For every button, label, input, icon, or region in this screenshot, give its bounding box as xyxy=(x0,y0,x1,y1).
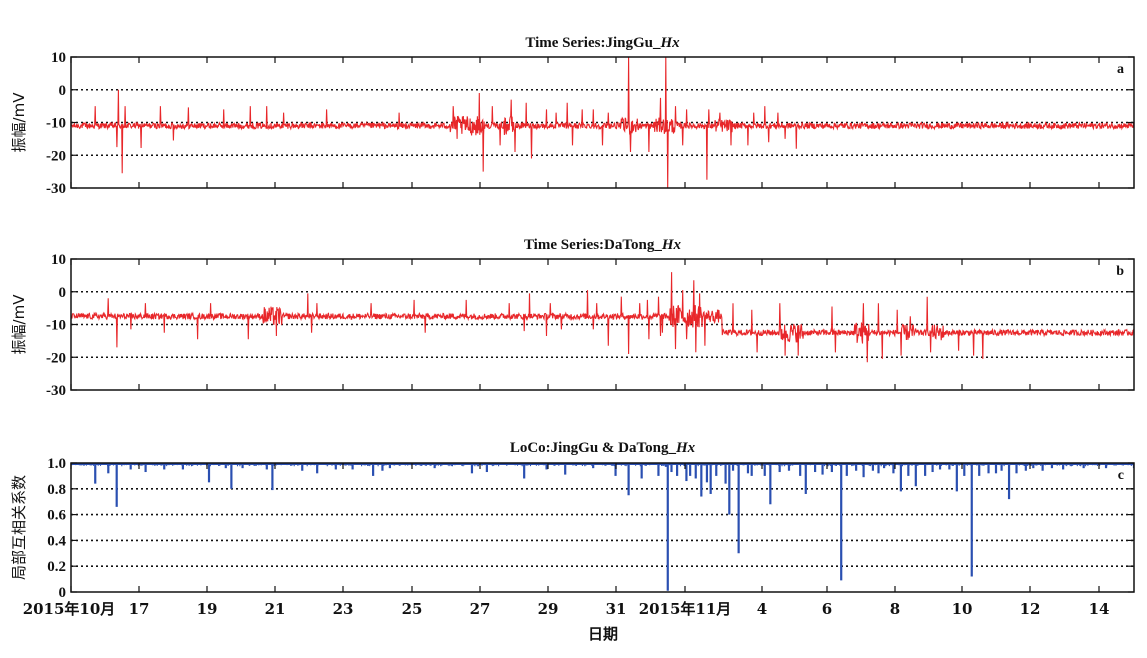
y-tick-label: -30 xyxy=(46,181,66,197)
panel-title-prefix: Time Series:DaTong_ xyxy=(524,237,662,253)
y-axis-label: 振幅/mV xyxy=(10,92,28,153)
panel-letter: c xyxy=(1118,468,1124,483)
panel-title-suffix: Hx xyxy=(661,237,682,253)
y-tick-label: 1.0 xyxy=(47,456,66,472)
panel-title-suffix: Hx xyxy=(675,440,696,456)
x-tick-label: 23 xyxy=(333,600,354,618)
x-tick-label: 8 xyxy=(890,600,900,618)
y-axis-label: 振幅/mV xyxy=(10,294,28,355)
x-tick-label: 12 xyxy=(1020,600,1041,618)
y-tick-label: 0.8 xyxy=(47,482,66,498)
y-tick-label: -20 xyxy=(46,350,66,366)
x-tick-label: 2015年11月 xyxy=(639,600,732,618)
x-tick-label: 6 xyxy=(822,600,832,618)
x-tick-label: 17 xyxy=(129,600,150,618)
y-tick-label: -10 xyxy=(46,116,66,132)
x-tick-label: 2015年10月 xyxy=(23,600,116,618)
x-tick-label: 31 xyxy=(606,600,627,618)
series-a xyxy=(71,57,1134,188)
axes-frame xyxy=(70,462,1135,593)
x-tick-label: 29 xyxy=(538,600,559,618)
panel-title: LoCo:JingGu & DaTong_Hx xyxy=(510,440,696,456)
panel-letter: b xyxy=(1116,264,1124,279)
shared-x-axis: 2015年10月 17 19 21 23 25 27 29 31 2015年11月 4 6 8 10 12 1… xyxy=(23,600,1110,643)
panel-title-prefix: Time Series:JingGu_ xyxy=(525,35,661,51)
y-tick-label: -30 xyxy=(46,383,66,399)
y-tick-label: 0.6 xyxy=(47,508,66,524)
panel-title-suffix: Hx xyxy=(659,35,680,51)
y-tick-label: 0.4 xyxy=(47,533,66,549)
x-tick-label: 4 xyxy=(757,600,767,618)
panel-title: Time Series:DaTong_Hx xyxy=(524,237,682,253)
series-line-b xyxy=(71,272,1134,363)
y-axis-label: 局部互相关系数 xyxy=(10,475,28,580)
panel-title: Time Series:JingGu_Hx xyxy=(525,35,680,51)
y-tick-label: 0.2 xyxy=(47,559,66,575)
y-tick-label: 10 xyxy=(51,50,66,66)
x-tick-label: 25 xyxy=(402,600,423,618)
y-tick-label: -20 xyxy=(46,148,66,164)
panel-title-prefix: LoCo:JingGu & DaTong_ xyxy=(510,440,677,456)
series-c xyxy=(71,463,1134,591)
y-tick-label: 10 xyxy=(51,252,66,268)
y-tick-label: 0 xyxy=(59,83,67,99)
y-tick-label: -10 xyxy=(46,318,66,334)
panel-letter: a xyxy=(1117,62,1124,77)
x-tick-label: 10 xyxy=(952,600,973,618)
x-tick-label: 14 xyxy=(1089,600,1110,618)
x-tick-label: 27 xyxy=(470,600,491,618)
x-tick-label: 21 xyxy=(265,600,286,618)
x-tick-labels: 2015年10月 17 19 21 23 25 27 29 31 2015年11月 4 6 8 10 12 1… xyxy=(23,600,1110,618)
x-axis-label: 日期 xyxy=(588,625,618,643)
x-tick-label: 19 xyxy=(197,600,218,618)
y-tick-label: 0 xyxy=(59,585,67,601)
series-line-a xyxy=(71,57,1134,188)
series-b xyxy=(71,272,1134,363)
y-tick-label: 0 xyxy=(59,285,67,301)
